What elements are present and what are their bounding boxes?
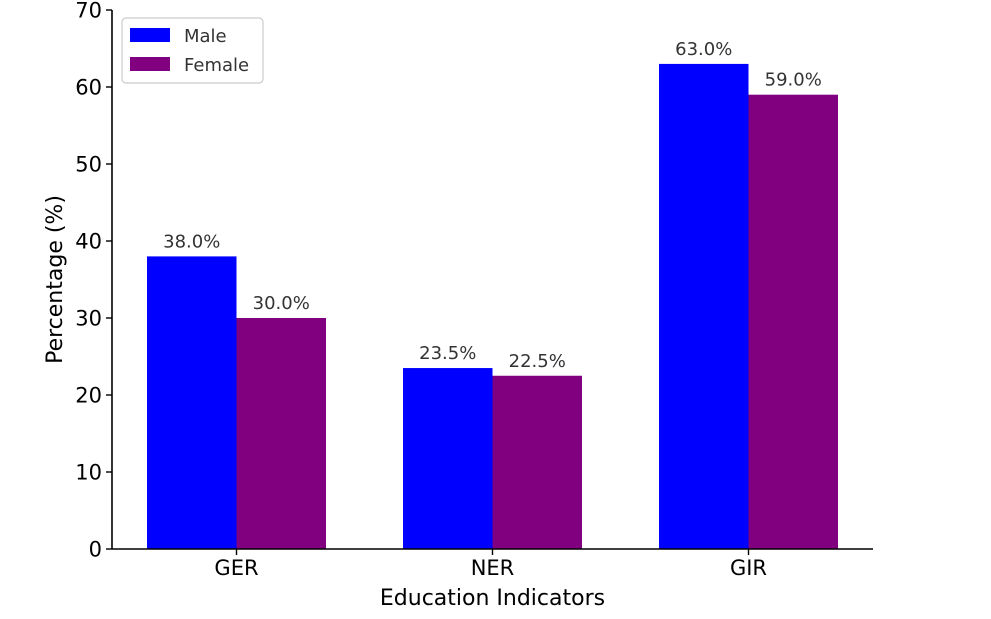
legend: Male Female xyxy=(121,17,264,84)
x-tick-label: NER xyxy=(471,556,515,580)
legend-swatch-female xyxy=(130,57,170,71)
bar-male-gir xyxy=(659,63,749,550)
legend-label-female: Female xyxy=(184,55,249,76)
plot-area: 38.0% 23.5% 63.0% 30.0% 22.5% 59.0% 0 10 20 30 40… xyxy=(75,0,873,580)
bar-female-gir xyxy=(748,94,838,549)
x-axis-title: Education Indicators xyxy=(380,586,605,611)
y-tick-label: 30 xyxy=(75,307,102,331)
bar-female-ger xyxy=(236,318,326,549)
y-tick-label: 50 xyxy=(75,153,102,177)
y-axis-title: Percentage (%) xyxy=(43,195,68,364)
y-tick-label: 0 xyxy=(89,538,102,562)
bar-female-ner xyxy=(492,375,582,549)
data-label: 59.0% xyxy=(765,70,822,91)
legend-label-male: Male xyxy=(184,26,227,47)
y-tick-label: 10 xyxy=(75,461,102,485)
x-axis-ticks: GER NER GIR xyxy=(214,549,767,580)
legend-items: Male Female xyxy=(130,26,249,76)
bars xyxy=(147,63,838,550)
x-tick-label: GER xyxy=(214,556,258,580)
data-label: 38.0% xyxy=(163,231,220,252)
data-label: 23.5% xyxy=(419,343,476,364)
data-labels: 38.0% 23.5% 63.0% 30.0% 22.5% 59.0% xyxy=(163,39,822,372)
y-tick-label: 70 xyxy=(75,0,102,23)
bar-male-ger xyxy=(147,256,237,549)
y-tick-label: 60 xyxy=(75,76,102,100)
bar-male-ner xyxy=(403,368,493,549)
data-label: 63.0% xyxy=(675,39,732,60)
legend-swatch-male xyxy=(130,28,170,42)
data-label: 22.5% xyxy=(509,351,566,372)
data-label: 30.0% xyxy=(253,293,310,314)
y-tick-label: 40 xyxy=(75,230,102,254)
y-tick-label: 20 xyxy=(75,384,102,408)
y-axis-ticks: 0 10 20 30 40 50 60 70 xyxy=(75,0,112,562)
x-tick-label: GIR xyxy=(730,556,767,580)
